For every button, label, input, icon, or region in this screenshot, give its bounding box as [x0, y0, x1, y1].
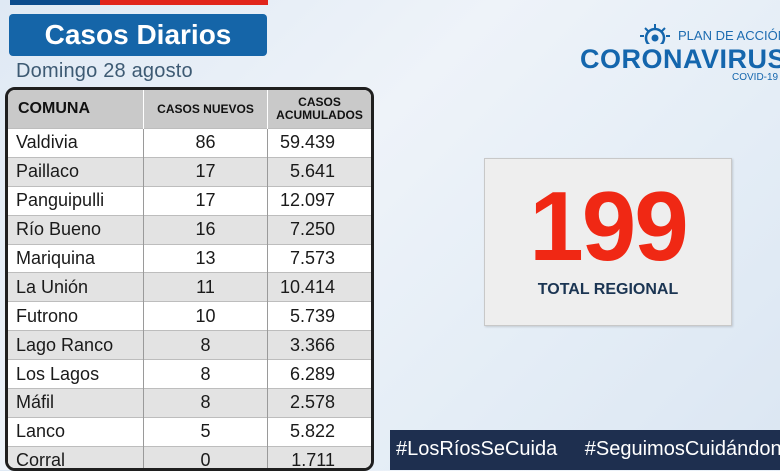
cell-casos-acumulados: 10.414 [268, 273, 372, 302]
cell-casos-acumulados: 3.366 [268, 331, 372, 360]
cell-comuna: La Unión [8, 273, 144, 302]
total-label: TOTAL REGIONAL [485, 281, 731, 299]
cell-casos-acumulados: 6.289 [268, 360, 372, 389]
header-casos-acumulados-line2: ACUMULADOS [276, 108, 363, 122]
cell-casos-nuevos: 8 [144, 389, 268, 418]
header-comuna: COMUNA [8, 90, 144, 129]
cell-casos-acumulados: 7.250 [268, 215, 372, 244]
cell-comuna: Lanco [8, 417, 144, 446]
total-card: 199 TOTAL REGIONAL [484, 158, 732, 326]
cell-casos-acumulados: 2.578 [268, 389, 372, 418]
cell-casos-nuevos: 0 [144, 446, 268, 471]
gear-icon [634, 22, 676, 44]
cell-comuna: Máfil [8, 389, 144, 418]
cell-comuna: Futrono [8, 302, 144, 331]
coronavirus-logo: PLAN DE ACCIÓN CORONAVIRUS COVID-19 [578, 22, 780, 86]
cell-casos-acumulados: 5.739 [268, 302, 372, 331]
report-date: Domingo 28 agosto [16, 60, 193, 83]
cell-casos-nuevos: 8 [144, 331, 268, 360]
cell-casos-nuevos: 17 [144, 157, 268, 186]
cell-casos-acumulados: 1.711 [268, 446, 372, 471]
cell-casos-nuevos: 11 [144, 273, 268, 302]
cell-comuna: Río Bueno [8, 215, 144, 244]
flag-strip [10, 0, 268, 5]
logo-covid-text: COVID-19 [732, 72, 778, 83]
header-casos-nuevos: CASOS NUEVOS [144, 90, 268, 129]
table-header-row: COMUNA CASOS NUEVOS CASOS ACUMULADOS [8, 90, 371, 129]
hashtag-los-rios: #LosRíosSeCuida [396, 438, 557, 460]
cell-comuna: Paillaco [8, 157, 144, 186]
cell-comuna: Mariquina [8, 244, 144, 273]
flag-blue-band [10, 0, 100, 5]
logo-plan-text: PLAN DE ACCIÓN [678, 28, 780, 43]
cell-casos-acumulados: 5.822 [268, 417, 372, 446]
hashtag-seguimos: #SeguimosCuidándonos [585, 438, 780, 460]
header-casos-acumulados-line1: CASOS [298, 95, 341, 109]
total-value: 199 [485, 171, 731, 281]
cell-casos-nuevos: 10 [144, 302, 268, 331]
hashtag-banner: #LosRíosSeCuida #SeguimosCuidándonos [390, 430, 780, 470]
cell-comuna: Corral [8, 446, 144, 471]
cell-casos-acumulados: 12.097 [268, 186, 372, 215]
header-casos-acumulados: CASOS ACUMULADOS [268, 90, 372, 129]
flag-red-band [100, 0, 268, 5]
cell-comuna: Valdivia [8, 129, 144, 158]
cell-casos-nuevos: 86 [144, 129, 268, 158]
cell-comuna: Lago Ranco [8, 331, 144, 360]
cell-casos-acumulados: 5.641 [268, 157, 372, 186]
logo-coronavirus-text: CORONAVIRUS [580, 44, 780, 75]
cell-casos-nuevos: 8 [144, 360, 268, 389]
cell-comuna: Los Lagos [8, 360, 144, 389]
cell-casos-acumulados: 59.439 [268, 129, 372, 158]
page-title: Casos Diarios [9, 14, 267, 56]
cell-comuna: Panguipulli [8, 186, 144, 215]
cases-table: COMUNA CASOS NUEVOS CASOS ACUMULADOS Val… [5, 87, 374, 471]
cell-casos-nuevos: 5 [144, 417, 268, 446]
cell-casos-nuevos: 13 [144, 244, 268, 273]
cell-casos-nuevos: 16 [144, 215, 268, 244]
cell-casos-nuevos: 17 [144, 186, 268, 215]
cell-casos-acumulados: 7.573 [268, 244, 372, 273]
